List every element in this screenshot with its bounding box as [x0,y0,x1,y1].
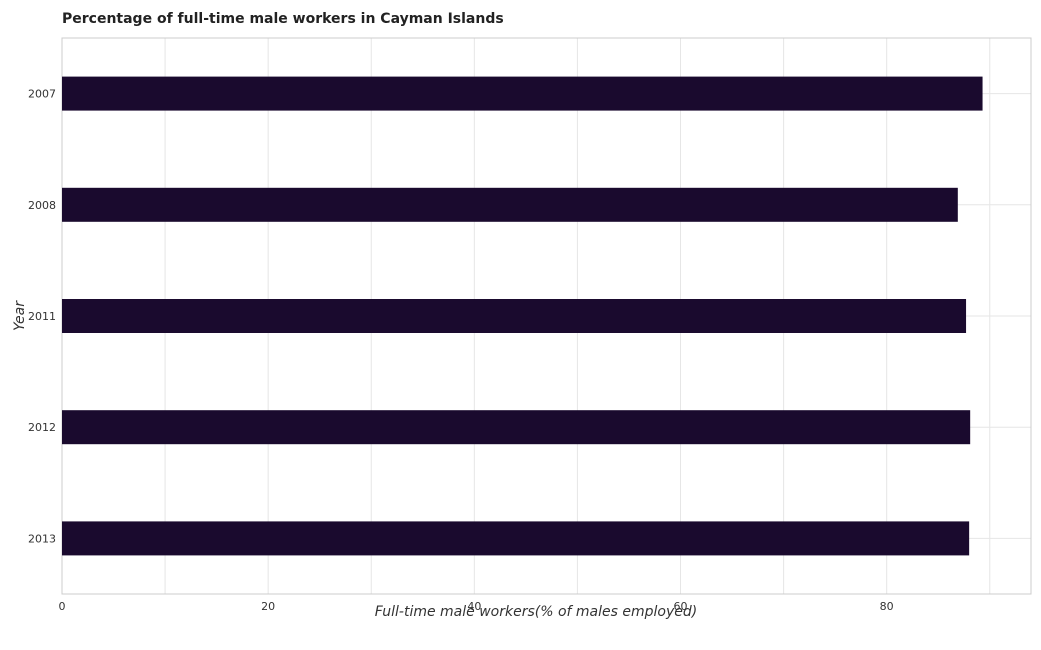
y-tick-label: 2007 [28,88,56,101]
x-tick-label: 60 [674,600,688,613]
x-axis-label: Full-time male workers(% of males employ… [375,604,697,620]
bars [62,76,983,556]
bar-2007 [62,76,983,111]
x-tick-label: 80 [880,600,894,613]
x-tick-label: 0 [59,600,66,613]
y-tick-label: 2013 [28,532,56,545]
x-tick-labels: 0 20 40 60 80 [59,600,894,613]
y-tick-label: 2012 [28,421,56,434]
bar-2013 [62,521,970,556]
bar-2008 [62,187,958,222]
x-tick-label: 40 [467,600,481,613]
x-tick-label: 20 [261,600,275,613]
y-tick-label: 2008 [28,199,56,212]
y-tick-label: 2011 [28,310,56,323]
chart-title: Percentage of full-time male workers in … [62,11,504,27]
bar-2012 [62,410,971,445]
bar-2011 [62,299,967,333]
y-tick-labels: 2007 2008 2011 2012 2013 [28,88,56,546]
y-axis-label: Year [12,300,28,331]
